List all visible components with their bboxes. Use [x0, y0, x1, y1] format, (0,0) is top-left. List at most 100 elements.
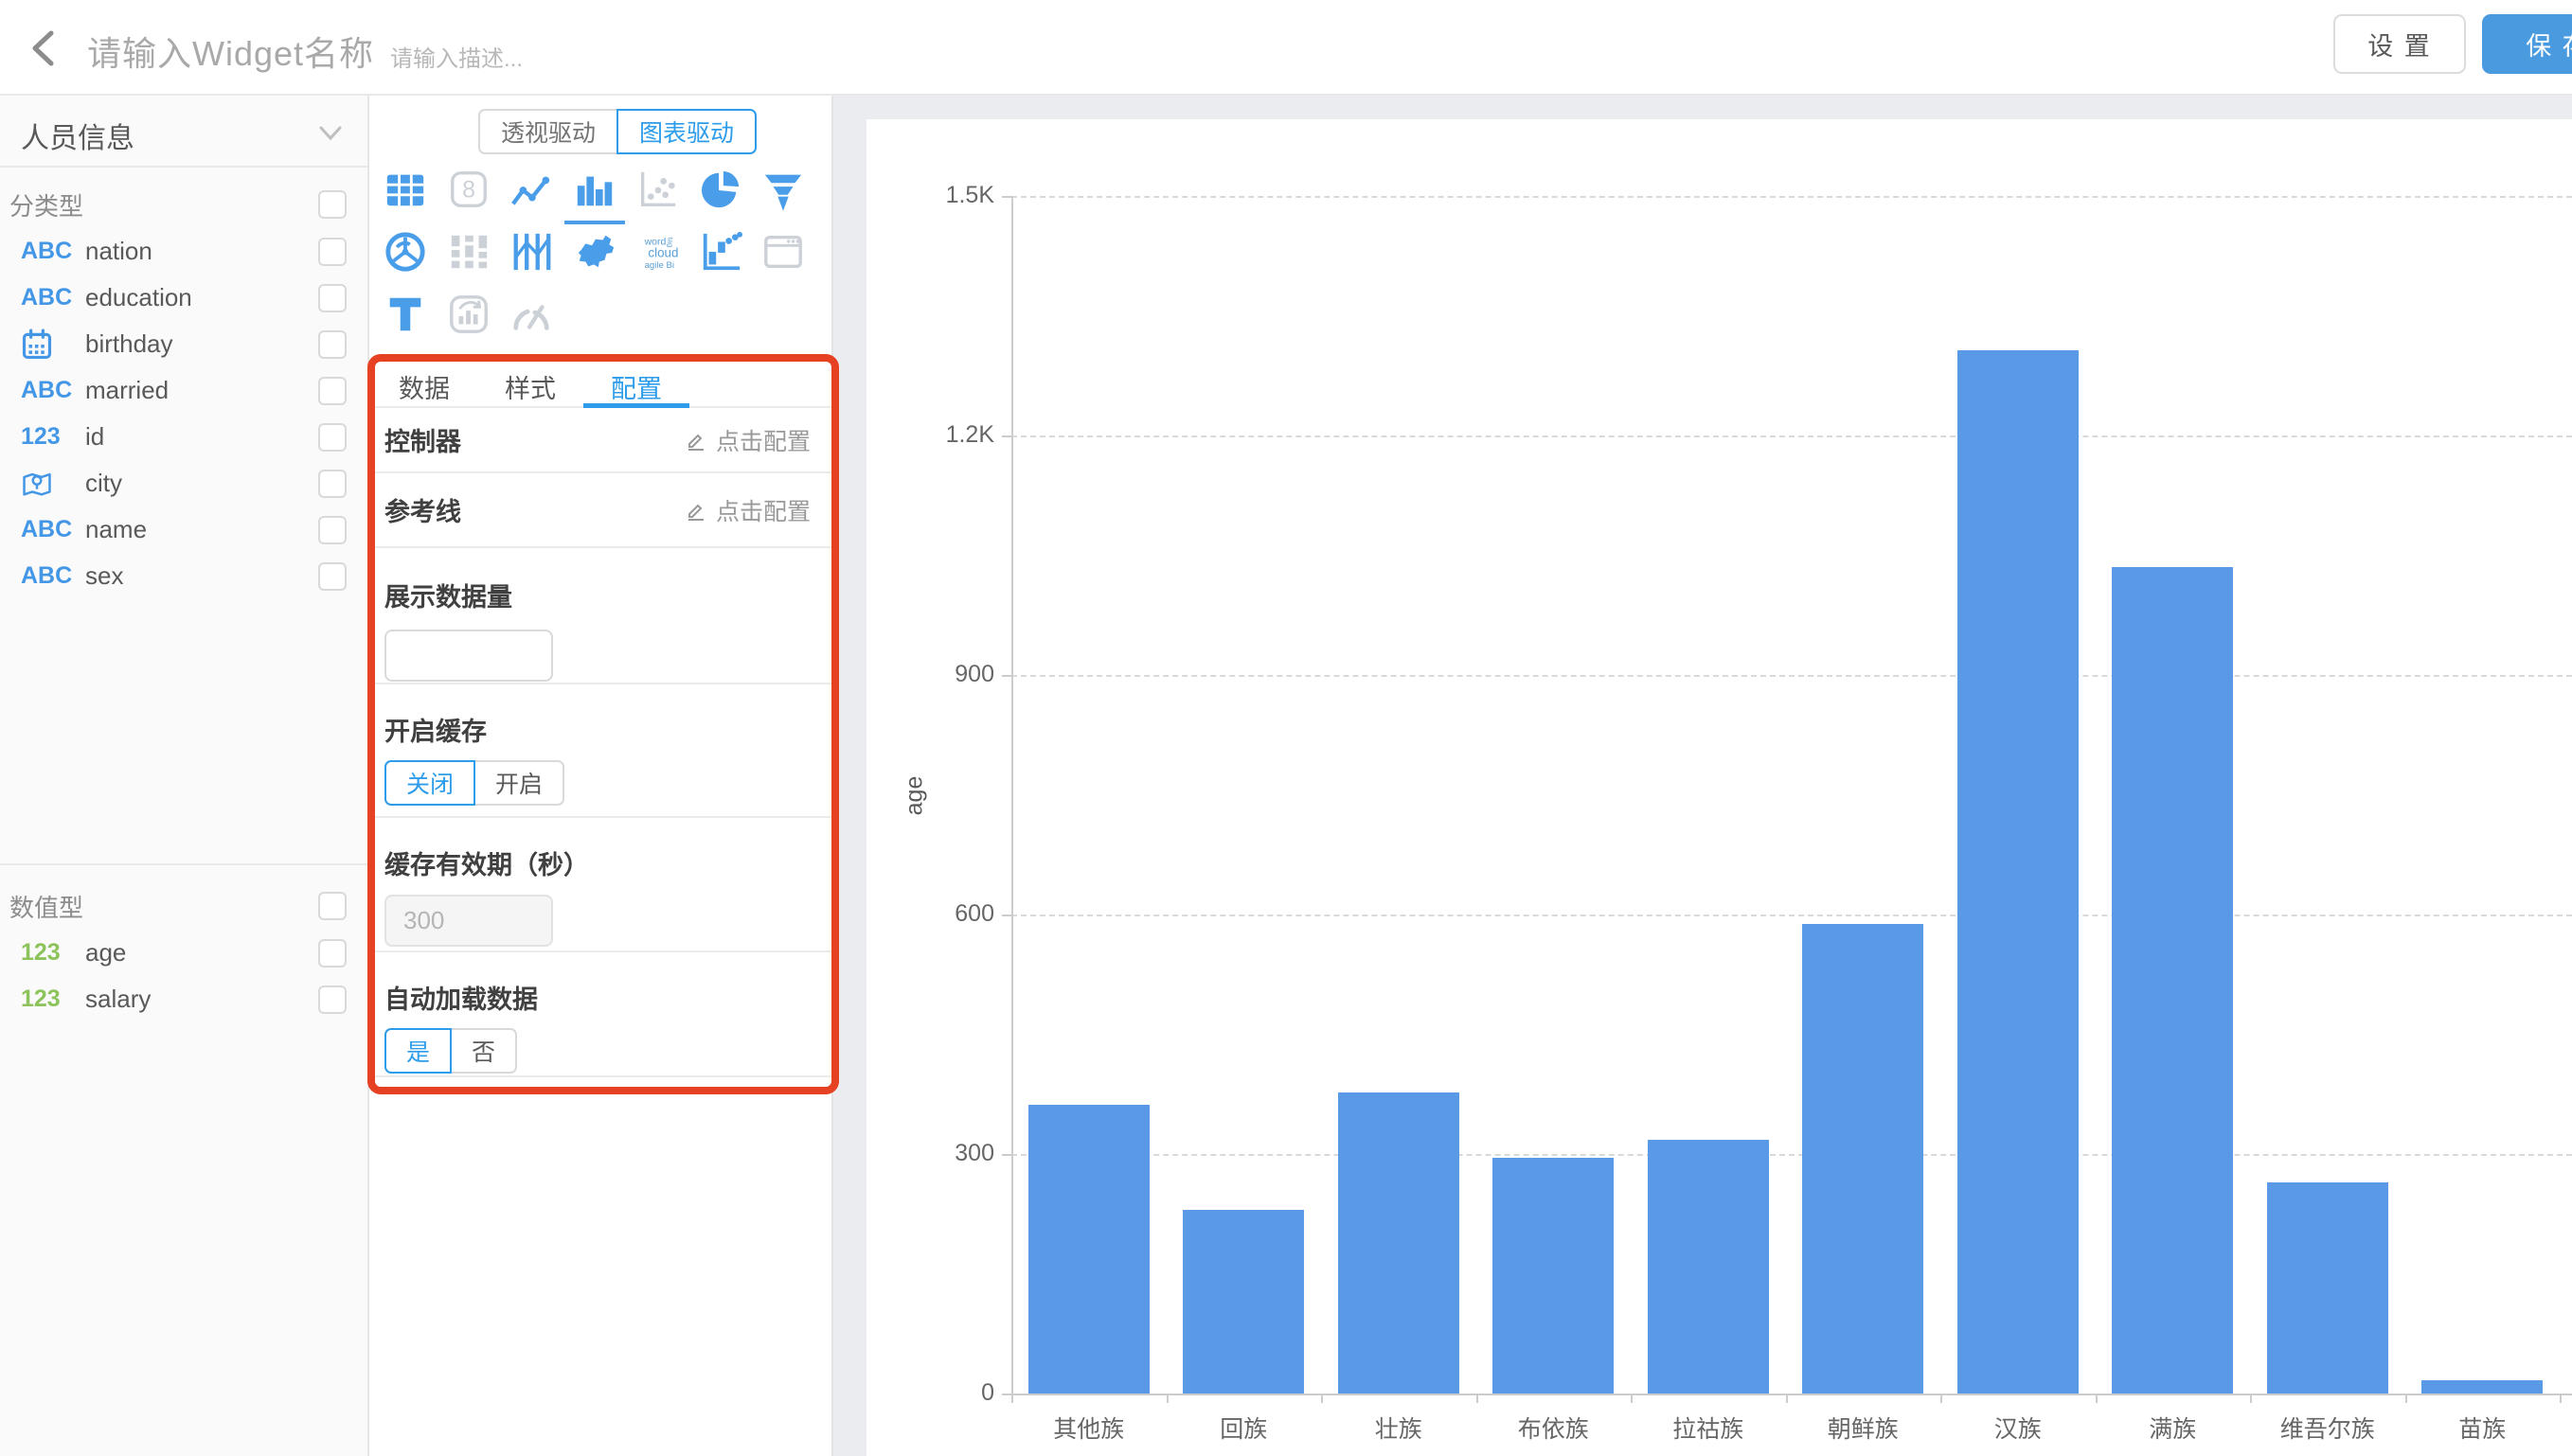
x-tick-mark: [2404, 1394, 2407, 1403]
field-row-sex[interactable]: ABC sex: [0, 553, 367, 599]
funnel-icon[interactable]: [759, 165, 808, 214]
field-row-city[interactable]: city: [0, 460, 367, 506]
widget-description-input[interactable]: 请输入描述...: [390, 46, 524, 72]
widget-name-input[interactable]: 请输入Widget名称: [87, 34, 375, 73]
field-row-married[interactable]: ABC married: [0, 367, 367, 414]
display-count-input[interactable]: [384, 630, 553, 682]
y-tick-mark: [1002, 914, 1011, 916]
field-row-name[interactable]: ABC name: [0, 506, 367, 553]
x-tick-mark: [1321, 1394, 1323, 1403]
field-checkbox-city[interactable]: [318, 469, 347, 498]
category-select-all-checkbox[interactable]: [318, 190, 347, 219]
y-axis-line: [1011, 196, 1013, 1395]
bar-苗族[interactable]: [2421, 1380, 2543, 1394]
back-icon[interactable]: [21, 25, 68, 72]
field-row-nation[interactable]: ABC nation: [0, 228, 367, 275]
bar-chart-icon[interactable]: [563, 165, 625, 224]
field-checkbox-married[interactable]: [318, 376, 347, 405]
y-tick-label: 300: [955, 1140, 994, 1166]
field-row-salary[interactable]: 123 salary: [0, 976, 367, 1022]
field-sidebar: 人员信息 分类型 ABC nation ABC education birthday AB…: [0, 96, 369, 1456]
bar-布依族[interactable]: [1492, 1158, 1614, 1394]
x-category-label: 满族: [2149, 1416, 2197, 1443]
scorecard-icon[interactable]: 8: [444, 165, 493, 214]
field-label: city: [85, 469, 122, 497]
bar-壮族[interactable]: [1338, 1092, 1459, 1394]
cache-expire-label: 缓存有效期（秒）: [384, 851, 589, 879]
radar-icon[interactable]: [381, 227, 430, 276]
bar-维吾尔族[interactable]: [2267, 1182, 2388, 1394]
gridline-1.2K: [1011, 435, 2572, 437]
field-label: nation: [85, 237, 152, 265]
field-row-birthday[interactable]: birthday: [0, 321, 367, 367]
field-checkbox-age[interactable]: [318, 938, 347, 968]
y-tick-label: 900: [955, 661, 994, 687]
china-map-icon[interactable]: [570, 227, 619, 276]
field-checkbox-name[interactable]: [318, 515, 347, 544]
reference-line-label: 参考线: [384, 498, 461, 526]
y-tick-mark: [1002, 675, 1011, 677]
cache-option[interactable]: 开启: [473, 760, 565, 806]
config-sections: 控制器 点击配置 参考线 点击配置 展示数据量 开启缓存 关闭 开启 缓存有效期（…: [369, 408, 831, 1077]
bar-拉祜族[interactable]: [1648, 1140, 1769, 1394]
svg-text:agile Bi: agile Bi: [645, 260, 674, 271]
bar-汉族[interactable]: [1957, 350, 2079, 1394]
field-label: married: [85, 376, 170, 404]
field-row-age[interactable]: 123 age: [0, 930, 367, 976]
gridline-1.5K: [1011, 196, 2572, 198]
field-checkbox-education[interactable]: [318, 283, 347, 312]
dataset-select[interactable]: 人员信息: [0, 96, 367, 168]
abc-icon: ABC: [21, 284, 73, 311]
parallel-icon[interactable]: [507, 227, 556, 276]
bar-回族[interactable]: [1183, 1210, 1304, 1394]
reference-line-configure-link[interactable]: 点击配置: [684, 493, 811, 527]
tab-data[interactable]: 数据: [399, 375, 450, 403]
controller-configure-link[interactable]: 点击配置: [684, 423, 811, 457]
y-tick-mark: [1002, 196, 1011, 198]
settings-button[interactable]: 设 置: [2333, 14, 2466, 74]
gauge-icon[interactable]: [507, 290, 556, 339]
y-tick-label: 1.2K: [945, 421, 994, 448]
driver-option-pivot[interactable]: 透视驱动: [478, 109, 619, 154]
auto-load-option[interactable]: 是: [384, 1028, 453, 1074]
auto-load-option[interactable]: 否: [450, 1028, 518, 1074]
svg-text:tag: tag: [667, 238, 675, 248]
pencil-icon: [688, 504, 704, 521]
field-label: salary: [85, 985, 152, 1013]
scatter-icon[interactable]: [633, 165, 682, 214]
bar-满族[interactable]: [2112, 567, 2233, 1394]
line-chart-icon[interactable]: [507, 165, 556, 214]
field-checkbox-sex[interactable]: [318, 561, 347, 591]
pie-icon[interactable]: [696, 165, 745, 214]
topbar: 请输入Widget名称 请输入描述... 设 置 保 存: [0, 0, 2572, 96]
number-green-icon: 123: [21, 939, 61, 966]
field-checkbox-nation[interactable]: [318, 237, 347, 266]
table-icon[interactable]: [381, 165, 430, 214]
bar-其他族[interactable]: [1028, 1105, 1150, 1394]
waterfall-icon[interactable]: [696, 227, 745, 276]
bar-朝鲜族[interactable]: [1802, 924, 1923, 1394]
auto-load-section: 自动加载数据 是否: [369, 952, 831, 1077]
text-icon[interactable]: [381, 290, 430, 339]
svg-text:word: word: [644, 236, 667, 247]
word-cloud-icon[interactable]: word cloud agile Bi tag: [633, 227, 682, 276]
field-checkbox-salary[interactable]: [318, 985, 347, 1014]
rich-text-icon[interactable]: [444, 290, 493, 339]
tab-config[interactable]: 配置: [583, 368, 689, 408]
field-checkbox-id[interactable]: [318, 422, 347, 452]
cache-option[interactable]: 关闭: [384, 760, 476, 806]
x-category-label: 布依族: [1517, 1416, 1589, 1443]
driver-option-chart[interactable]: 图表驱动: [616, 109, 758, 154]
field-checkbox-birthday[interactable]: [318, 329, 347, 359]
sankey-icon[interactable]: [444, 227, 493, 276]
numeric-select-all-checkbox[interactable]: [318, 892, 347, 920]
controller-section: 控制器 点击配置: [369, 408, 831, 473]
field-row-education[interactable]: ABC education: [0, 275, 367, 321]
tab-style[interactable]: 样式: [505, 375, 556, 403]
pencil-icon: [688, 434, 704, 451]
field-row-id[interactable]: 123 id: [0, 414, 367, 460]
save-button[interactable]: 保 存: [2482, 14, 2572, 74]
iframe-icon[interactable]: [759, 227, 808, 276]
cache-label: 开启缓存: [384, 718, 487, 746]
cache-expire-input[interactable]: [384, 895, 553, 947]
